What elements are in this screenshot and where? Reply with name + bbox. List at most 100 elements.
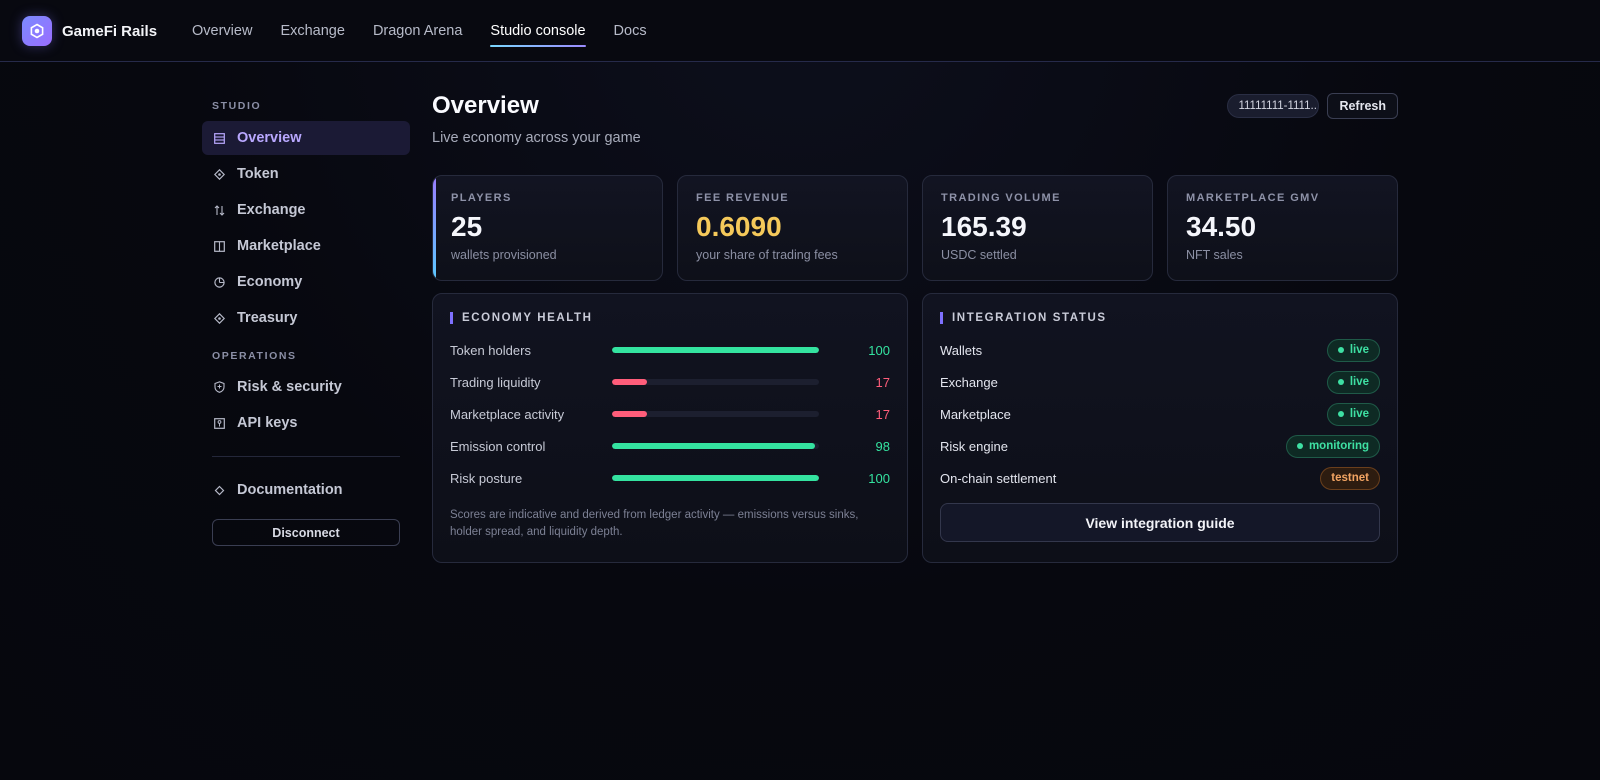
- stat-cards: PLAYERS 25 wallets provisioned FEE REVEN…: [432, 175, 1398, 281]
- sidebar-divider: [212, 456, 400, 457]
- status-text: monitoring: [1308, 440, 1369, 452]
- status-dot-icon: [1337, 347, 1344, 353]
- sidebar-item-api-keys[interactable]: API keys: [202, 406, 410, 440]
- main-nav: Overview Exchange Dragon Arena Studio co…: [192, 0, 675, 62]
- sidebar-heading-studio: STUDIO: [212, 100, 262, 112]
- header-actions: 11111111-1111... Refresh: [1227, 93, 1398, 119]
- page-title: Overview: [432, 92, 539, 119]
- health-bar-fill: [612, 347, 820, 353]
- stat-value: 34.50: [1186, 211, 1257, 242]
- sidebar-item-label: Token: [237, 166, 279, 182]
- health-label: Emission control: [450, 438, 546, 454]
- status-badge: monitoring: [1285, 434, 1380, 458]
- stat-label: TRADING VOLUME: [941, 192, 1061, 204]
- diamond-outline-icon: [213, 484, 225, 496]
- stat-label: PLAYERS: [451, 192, 512, 204]
- health-label: Token holders: [450, 342, 531, 358]
- integration-row-onchain-settlement: On-chain settlement testnet: [940, 462, 1380, 494]
- nav-overview[interactable]: Overview: [192, 23, 253, 39]
- diamond-icon: [213, 168, 225, 180]
- panel-title: INTEGRATION STATUS: [940, 312, 1380, 324]
- columns-icon: [213, 240, 225, 252]
- sidebar-item-label: API keys: [237, 415, 298, 431]
- health-label: Trading liquidity: [450, 374, 541, 390]
- main-content: Overview Live economy across your game 1…: [432, 92, 1398, 563]
- sidebar-item-token[interactable]: Token: [202, 157, 410, 191]
- status-dot-icon: [1337, 411, 1344, 417]
- status-dot-icon: [1337, 379, 1344, 385]
- status-badge: live: [1326, 370, 1380, 394]
- health-rows: Token holders 100 Trading liquidity 17 M…: [450, 334, 890, 494]
- sidebar-item-label: Treasury: [237, 310, 298, 326]
- health-label: Risk posture: [450, 470, 523, 486]
- key-icon: [213, 417, 225, 429]
- refresh-button[interactable]: Refresh: [1327, 93, 1398, 119]
- top-navigation-bar: GameFi Rails Overview Exchange Dragon Ar…: [0, 0, 1600, 62]
- health-row: Emission control 98: [450, 430, 890, 462]
- sidebar-item-overview[interactable]: Overview: [202, 121, 410, 155]
- integration-row-exchange: Exchange live: [940, 366, 1380, 398]
- sidebar-item-label: Overview: [237, 130, 302, 146]
- hexagon-logo-icon: [22, 16, 52, 46]
- view-integration-guide-button[interactable]: View integration guide: [940, 503, 1380, 542]
- status-badge: live: [1326, 402, 1380, 426]
- integration-label: Exchange: [940, 374, 998, 390]
- health-bar-fill: [612, 411, 648, 417]
- health-bar-track: [612, 411, 820, 417]
- health-value: 100: [868, 342, 890, 358]
- brand[interactable]: GameFi Rails: [22, 16, 157, 46]
- nav-exchange[interactable]: Exchange: [280, 23, 345, 39]
- stat-caption: USDC settled: [941, 248, 1017, 262]
- status-badge: testnet: [1320, 466, 1380, 490]
- health-row: Trading liquidity 17: [450, 366, 890, 398]
- sidebar-item-treasury[interactable]: Treasury: [202, 301, 410, 335]
- sidebar-item-exchange[interactable]: Exchange: [202, 193, 410, 227]
- health-value: 17: [875, 406, 890, 422]
- health-row: Risk posture 100: [450, 462, 890, 494]
- nav-studio-console[interactable]: Studio console: [490, 0, 586, 62]
- sidebar-item-risk-security[interactable]: Risk & security: [202, 370, 410, 404]
- status-badge: live: [1326, 338, 1380, 362]
- nav-docs[interactable]: Docs: [613, 23, 647, 39]
- sidebar-item-label: Risk & security: [237, 379, 342, 395]
- status-text: testnet: [1331, 472, 1369, 484]
- health-bar-fill: [612, 443, 816, 449]
- stat-value: 25: [451, 211, 483, 242]
- health-value: 17: [875, 374, 890, 390]
- integration-row-wallets: Wallets live: [940, 334, 1380, 366]
- stat-caption: wallets provisioned: [451, 248, 557, 262]
- health-bar-track: [612, 347, 820, 353]
- sidebar-item-label: Documentation: [237, 482, 343, 498]
- nav-dragon-arena[interactable]: Dragon Arena: [372, 23, 463, 39]
- health-row: Token holders 100: [450, 334, 890, 366]
- status-text: live: [1349, 408, 1369, 420]
- status-text: live: [1349, 344, 1369, 356]
- integration-label: Marketplace: [940, 406, 1011, 422]
- health-row: Marketplace activity 17: [450, 398, 890, 430]
- integration-label: Wallets: [940, 342, 983, 358]
- integration-row-risk-engine: Risk engine monitoring: [940, 430, 1380, 462]
- sidebar-item-marketplace[interactable]: Marketplace: [202, 229, 410, 263]
- stat-label: FEE REVENUE: [696, 192, 790, 204]
- stat-card-marketplace-gmv: MARKETPLACE GMV 34.50 NFT sales: [1167, 175, 1398, 281]
- swap-icon: [213, 204, 225, 216]
- sidebar-item-label: Economy: [237, 274, 303, 290]
- shield-icon: [213, 381, 225, 393]
- health-value: 100: [868, 470, 890, 486]
- stat-card-fee-revenue: FEE REVENUE 0.6090 your share of trading…: [677, 175, 908, 281]
- panel-title: ECONOMY HEALTH: [450, 312, 890, 324]
- sidebar-item-economy[interactable]: Economy: [202, 265, 410, 299]
- health-bar-fill: [612, 475, 820, 481]
- integration-row-marketplace: Marketplace live: [940, 398, 1380, 430]
- list-icon: [213, 132, 225, 144]
- health-value: 98: [875, 438, 890, 454]
- sidebar-item-documentation[interactable]: Documentation: [202, 473, 410, 507]
- health-label: Marketplace activity: [450, 406, 565, 422]
- disconnect-button[interactable]: Disconnect: [212, 519, 400, 546]
- health-bar-track: [612, 443, 820, 449]
- studio-id-pill[interactable]: 11111111-1111...: [1227, 94, 1320, 118]
- pie-icon: [213, 276, 225, 288]
- health-bar-fill: [612, 379, 648, 385]
- stat-value: 0.6090: [696, 211, 782, 242]
- integration-label: On-chain settlement: [940, 470, 1057, 486]
